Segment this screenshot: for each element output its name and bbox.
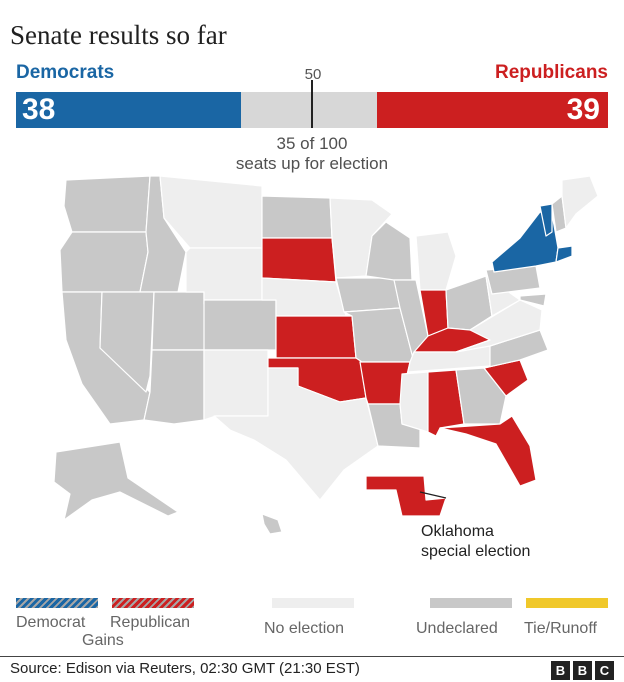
majority-marker-label: 50 (304, 66, 322, 83)
seats-up-count: 35 of 100 (276, 134, 348, 153)
state-virginia (455, 299, 543, 353)
state-kansas (275, 315, 357, 359)
legend-republican-label: Republican (110, 614, 191, 631)
legend-republican-gains-swatch (112, 598, 194, 608)
legend-undeclared-swatch (430, 598, 512, 608)
state-utah (151, 291, 213, 351)
state-texas (213, 367, 379, 501)
legend-no-election-label: No election (264, 620, 345, 637)
legend-tie-runoff-label: Tie/Runoff (524, 620, 597, 637)
republican-seats-bar (377, 92, 608, 128)
state-iowa (335, 277, 401, 313)
legend-democrat-gains-swatch (16, 598, 98, 608)
seats-up-caption: seats up for election (235, 154, 389, 173)
bbc-logo-letter: B (551, 661, 570, 680)
legend-gains-label: Gains (82, 632, 124, 649)
state-vermont (539, 203, 553, 237)
democrats-label: Democrats (16, 62, 115, 83)
state-mississippi (399, 371, 429, 433)
state-michigan (415, 231, 457, 291)
callout-line (419, 491, 447, 499)
majority-line (311, 80, 313, 128)
footer-divider (0, 656, 624, 657)
callout-label-line1: Oklahoma (421, 523, 494, 540)
state-oregon (59, 231, 149, 293)
state-connecticut (555, 245, 573, 263)
state-north-dakota (261, 195, 333, 239)
democrat-seats-bar (16, 92, 241, 128)
callout-label-line2: special election (421, 543, 530, 560)
state-florida (439, 415, 537, 487)
legend-undeclared-label: Undeclared (416, 620, 498, 637)
democrat-seat-count: 38 (22, 93, 56, 126)
legend-no-election-swatch (272, 598, 354, 608)
bbc-logo-letter: C (595, 661, 614, 680)
state-wyoming (185, 247, 263, 301)
bbc-logo: B B C (551, 661, 614, 680)
state-washington (63, 175, 151, 233)
bbc-logo-letter: B (573, 661, 592, 680)
republicans-label: Republicans (495, 62, 608, 83)
state-maine (561, 175, 599, 229)
state-colorado (203, 299, 277, 351)
legend-democrat-label: Democrat (16, 614, 86, 631)
state-georgia (455, 367, 507, 425)
legend-tie-runoff-swatch (526, 598, 608, 608)
source-note: Source: Edison via Reuters, 02:30 GMT (2… (10, 660, 360, 677)
state-oklahoma-special-election (365, 475, 447, 517)
state-hawaii (261, 513, 283, 535)
state-alaska (53, 441, 179, 521)
state-nevada (99, 291, 155, 393)
seats-up-text: 35 of 100 seats up for election (190, 134, 434, 174)
state-arizona (143, 349, 205, 425)
chart-title: Senate results so far (10, 20, 227, 50)
state-maryland (519, 293, 547, 307)
seat-bar: 38 39 (16, 80, 608, 128)
state-south-dakota (261, 237, 337, 283)
state-new-mexico (203, 349, 269, 421)
republican-seat-count: 39 (566, 93, 600, 126)
